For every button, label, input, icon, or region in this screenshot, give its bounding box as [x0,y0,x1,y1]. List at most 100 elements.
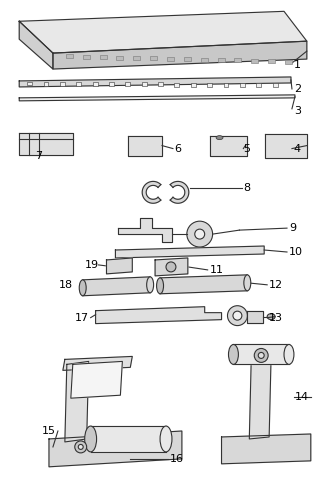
Polygon shape [19,21,53,69]
Bar [223,83,228,87]
Bar [150,56,157,60]
Ellipse shape [244,275,251,291]
Bar [251,59,258,62]
Ellipse shape [147,277,154,293]
Ellipse shape [79,280,86,296]
Bar [83,55,90,59]
Bar [191,83,196,87]
Polygon shape [83,277,150,296]
Bar [256,83,261,87]
Ellipse shape [228,345,238,364]
Text: 17: 17 [75,312,89,323]
Ellipse shape [78,445,83,450]
Text: 4: 4 [294,144,301,154]
Text: 1: 1 [294,60,301,70]
Polygon shape [221,434,311,464]
Ellipse shape [258,352,264,358]
Ellipse shape [85,426,97,452]
Text: 9: 9 [289,223,296,233]
Ellipse shape [254,348,268,362]
Text: 5: 5 [243,144,250,154]
Text: 16: 16 [170,454,184,464]
Polygon shape [71,361,122,398]
Bar [184,57,191,61]
Text: 8: 8 [243,183,250,194]
Text: 10: 10 [289,247,303,257]
Bar [66,54,73,58]
Ellipse shape [187,221,212,247]
Bar [158,83,163,87]
Text: 12: 12 [269,280,283,290]
Bar [93,82,98,86]
Polygon shape [63,356,132,370]
Polygon shape [265,134,307,158]
Bar [27,82,32,86]
Polygon shape [210,136,247,156]
Bar [109,82,114,86]
Bar [217,58,224,62]
Bar [44,82,49,86]
Ellipse shape [233,311,242,320]
Bar [117,55,123,59]
Bar [131,139,143,148]
Ellipse shape [75,441,87,453]
Polygon shape [65,361,89,442]
Bar [201,57,208,61]
Text: 2: 2 [294,84,301,94]
Text: 7: 7 [36,151,43,160]
Ellipse shape [284,345,294,364]
Text: 3: 3 [294,106,301,116]
Ellipse shape [195,229,205,239]
Bar [267,15,281,22]
Text: 13: 13 [269,312,283,323]
Polygon shape [96,307,221,324]
Bar [247,15,265,22]
Bar [211,139,225,148]
Polygon shape [19,133,73,155]
Ellipse shape [160,426,172,452]
Bar [273,83,278,87]
Ellipse shape [166,262,176,272]
Bar [207,83,212,87]
Bar [285,59,292,64]
Bar [142,82,147,86]
Bar [245,247,259,253]
Polygon shape [247,310,263,323]
Polygon shape [107,258,132,274]
Text: 6: 6 [174,144,181,154]
Polygon shape [128,136,162,156]
Bar [267,138,305,152]
Bar [109,262,119,269]
Polygon shape [142,181,161,203]
Ellipse shape [157,278,164,294]
Polygon shape [49,431,182,467]
Bar [174,83,179,87]
Polygon shape [19,77,291,87]
Bar [100,55,107,59]
Polygon shape [19,11,307,53]
Text: 15: 15 [42,426,56,436]
Bar [76,82,81,86]
Text: 18: 18 [59,280,73,290]
Polygon shape [19,95,295,101]
Bar [268,59,275,63]
Text: 19: 19 [85,260,99,270]
Bar [125,82,130,86]
Bar [60,82,65,86]
Ellipse shape [227,306,247,326]
Polygon shape [119,218,172,242]
Ellipse shape [267,313,275,320]
Bar [133,56,140,60]
Polygon shape [155,258,188,276]
Polygon shape [91,426,166,452]
Polygon shape [170,181,189,203]
Polygon shape [249,355,271,439]
Polygon shape [160,275,247,294]
Polygon shape [53,41,307,69]
Text: 11: 11 [210,265,224,275]
Polygon shape [233,345,289,364]
Bar [167,57,174,61]
Bar [240,83,245,87]
Bar [234,58,241,62]
Ellipse shape [216,136,223,140]
